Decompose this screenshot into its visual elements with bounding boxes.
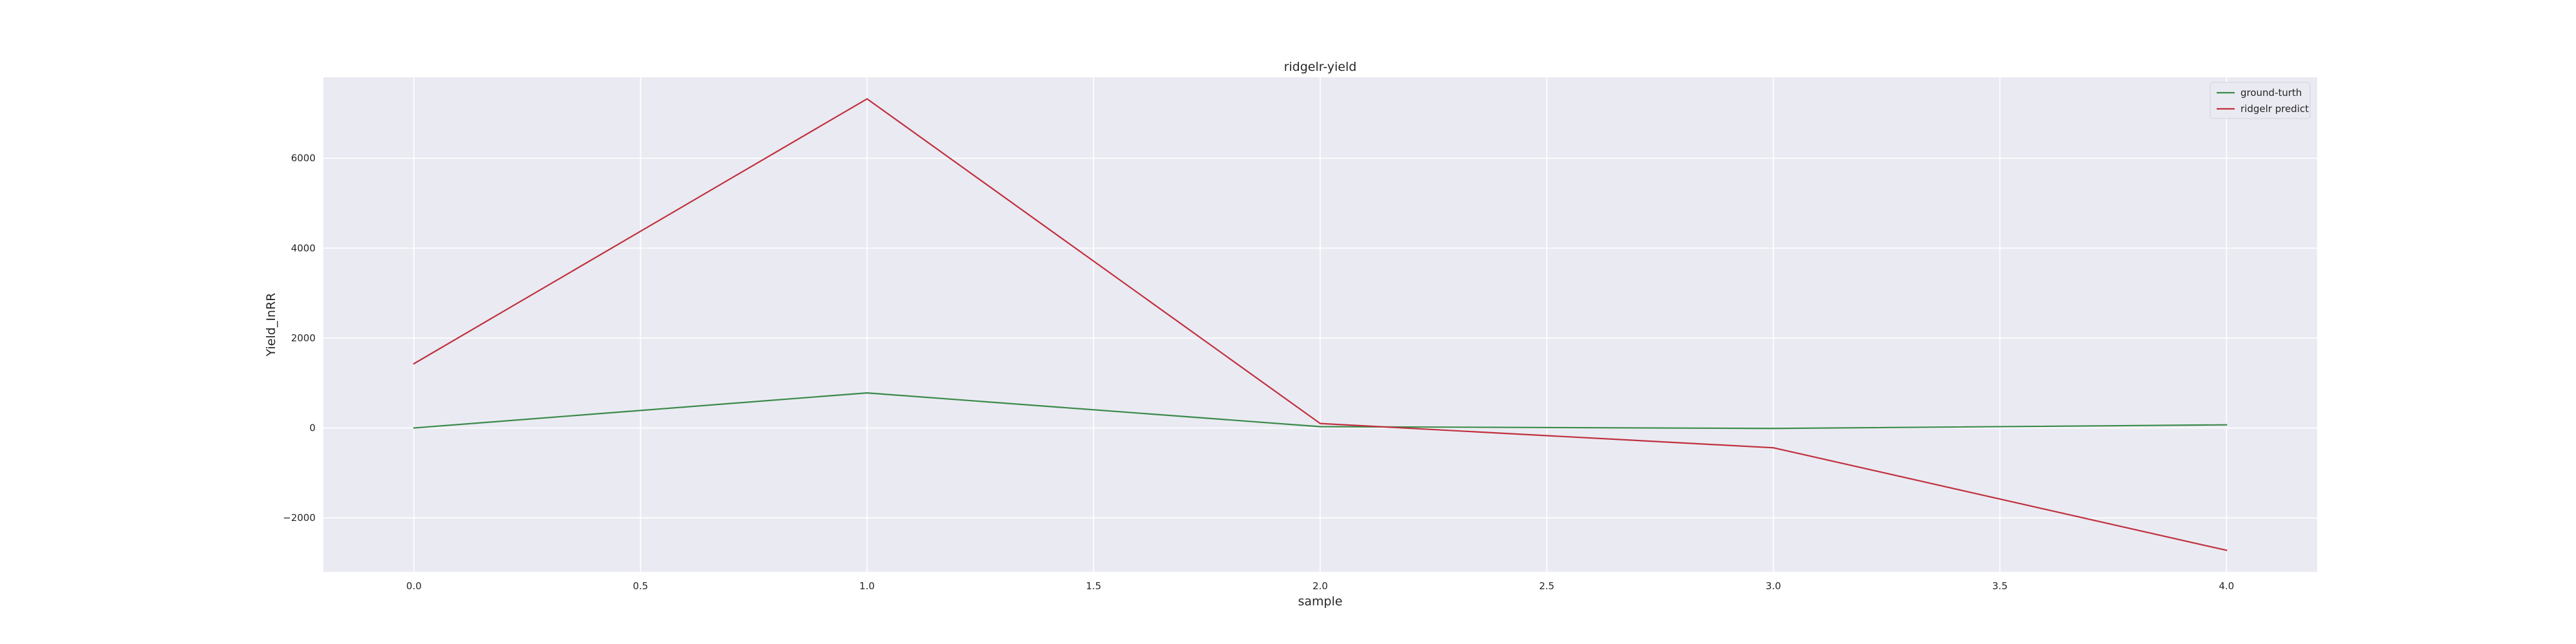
x-tick-label: 3.0 [1766, 580, 1781, 592]
data-point [866, 392, 868, 394]
legend-box [2210, 82, 2311, 119]
data-point [1319, 426, 1321, 428]
data-point [1319, 422, 1321, 424]
x-tick-label: 3.5 [1993, 580, 2008, 592]
x-tick-label: 2.0 [1312, 580, 1328, 592]
data-point [2226, 549, 2228, 551]
grid [323, 77, 2317, 572]
legend: ground-turth ridgelr predict [2210, 82, 2311, 119]
y-tick-label: −2000 [283, 512, 316, 524]
data-point [1772, 428, 1774, 430]
data-point [866, 98, 868, 100]
y-tick-label: 4000 [291, 242, 316, 254]
x-tick-label: 2.5 [1539, 580, 1555, 592]
y-tick-label: 0 [309, 422, 316, 434]
y-axis-ticks: −2000 0 2000 4000 6000 [283, 153, 316, 524]
x-tick-label: 4.0 [2219, 580, 2234, 592]
x-axis-label: sample [1298, 594, 1342, 609]
chart-title: ridgelr-yield [1284, 60, 1357, 74]
x-tick-label: 0.0 [406, 580, 422, 592]
data-point [1772, 447, 1774, 449]
y-tick-label: 6000 [291, 153, 316, 164]
y-tick-label: 2000 [291, 332, 316, 344]
x-axis-ticks: 0.0 0.5 1.0 1.5 2.0 2.5 3.0 3.5 4.0 [406, 580, 2234, 592]
legend-label: ground-turth [2240, 87, 2302, 99]
data-point [413, 363, 415, 365]
x-tick-label: 1.5 [1086, 580, 1101, 592]
series-lines [413, 98, 2228, 551]
data-point [2226, 424, 2228, 426]
data-point [413, 427, 415, 429]
x-tick-label: 1.0 [859, 580, 875, 592]
y-axis-label: Yield_InRR [264, 293, 278, 357]
legend-label: ridgelr predict [2240, 103, 2309, 115]
x-tick-label: 0.5 [633, 580, 649, 592]
